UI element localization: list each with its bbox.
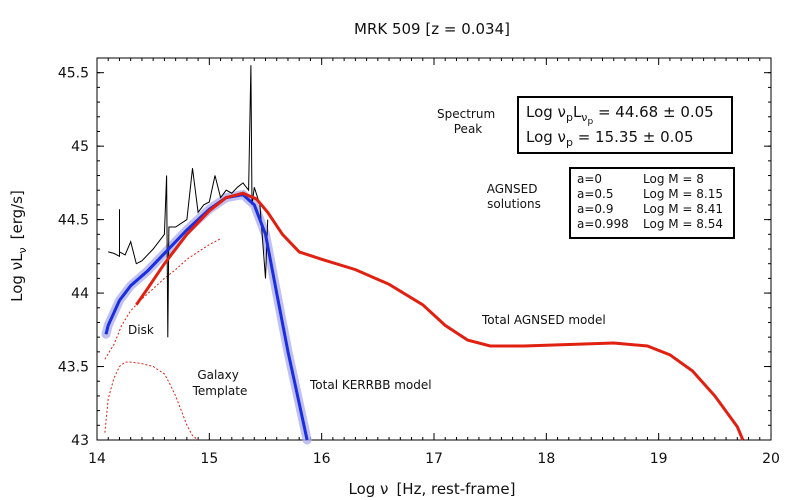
x-tick-label: 18 [537,451,555,467]
series-agnsed [135,191,745,441]
y-axis: 43 43.5 44 44.5 45 45.5 [58,57,771,449]
chart-title: MRK 509 [z = 0.034] [354,20,510,38]
solution-mass: Log M = 8.41 [643,202,723,216]
y-tick-label: 45.5 [58,66,89,82]
series-spectrum [108,65,269,338]
solutions-box [569,167,735,239]
peak-lum-sub1: p [566,111,573,124]
disk-label: Disk [128,323,154,337]
peak-freq-sub: p [566,136,573,149]
peak-freq-value: = 15.35 ± 0.05 [573,128,694,146]
y-axis-label: Log νLν [erg/s] [8,190,29,302]
agnsed-solutions-label-line1: AGNSED [487,182,538,196]
galaxy-template-label-line1: Galaxy [197,368,239,382]
peak-luminosity: Log νpLνp = 44.68 ± 0.05 [526,103,714,127]
peak-box [517,96,733,154]
peak-freq-pre: Log ν [526,128,566,146]
series-galaxy-template [104,361,199,441]
solution-mass: Log M = 8 [643,172,704,186]
x-axis-label-main: Log ν [348,480,388,498]
solution-mass: Log M = 8.15 [643,187,723,201]
spectrum-peak-label-line1: Spectrum [437,107,495,121]
galaxy-template-label: Galaxy Template [192,368,248,398]
x-axis: 14 15 16 17 18 19 20 [88,58,780,467]
y-tick-label: 43 [71,433,89,449]
y-tick-label: 44 [71,286,89,302]
solution-mass: Log M = 8.54 [643,217,723,231]
y-tick-label: 45 [71,139,89,155]
x-tick-label: 20 [762,451,780,467]
x-tick-label: 16 [313,451,331,467]
peak-lum-sub3: p [587,117,593,127]
spectrum-peak-label: Spectrum Peak [437,107,499,136]
y-axis-label-main: Log νL [8,253,26,302]
y-axis-label-unit: [erg/s] [8,190,26,239]
x-tick-label: 14 [88,451,106,467]
solution-spin: a=0.9 [577,202,614,216]
series-group [101,65,745,445]
series-kerrbb-band [101,189,312,445]
peak-lum-pre: Log ν [526,103,566,121]
agnsed-solutions-label: AGNSED solutions [487,182,542,211]
agnsed-solutions-label-line2: solutions [487,197,541,211]
y-tick-label: 43.5 [58,360,89,376]
spectrum-peak-label-line2: Peak [454,122,483,136]
x-axis-label-unit: [Hz, rest-frame] [396,480,515,498]
peak-lum-sub2: ν [581,111,587,124]
x-tick-label: 17 [425,451,443,467]
galaxy-template-label-line2: Template [192,384,248,398]
peak-lum-mid: L [573,103,582,121]
solution-spin: a=0.5 [577,187,614,201]
y-tick-label: 44.5 [58,213,89,229]
solution-spin: a=0.998 [577,217,629,231]
peak-frequency: Log νp = 15.35 ± 0.05 [526,128,694,149]
kerrbb-label: Total KERRBB model [309,378,432,392]
x-axis-label: Log ν [Hz, rest-frame] [348,480,515,498]
x-tick-label: 19 [650,451,668,467]
solution-spin: a=0 [577,172,602,186]
x-tick-label: 15 [200,451,218,467]
solutions-table: a=0 Log M = 8 a=0.5 Log M = 8.15 a=0.9 Log M … [577,172,723,231]
agnsed-label: Total AGNSED model [481,313,606,327]
peak-lum-value: = 44.68 ± 0.05 [593,103,714,121]
y-axis-label-sub: ν [16,247,29,253]
